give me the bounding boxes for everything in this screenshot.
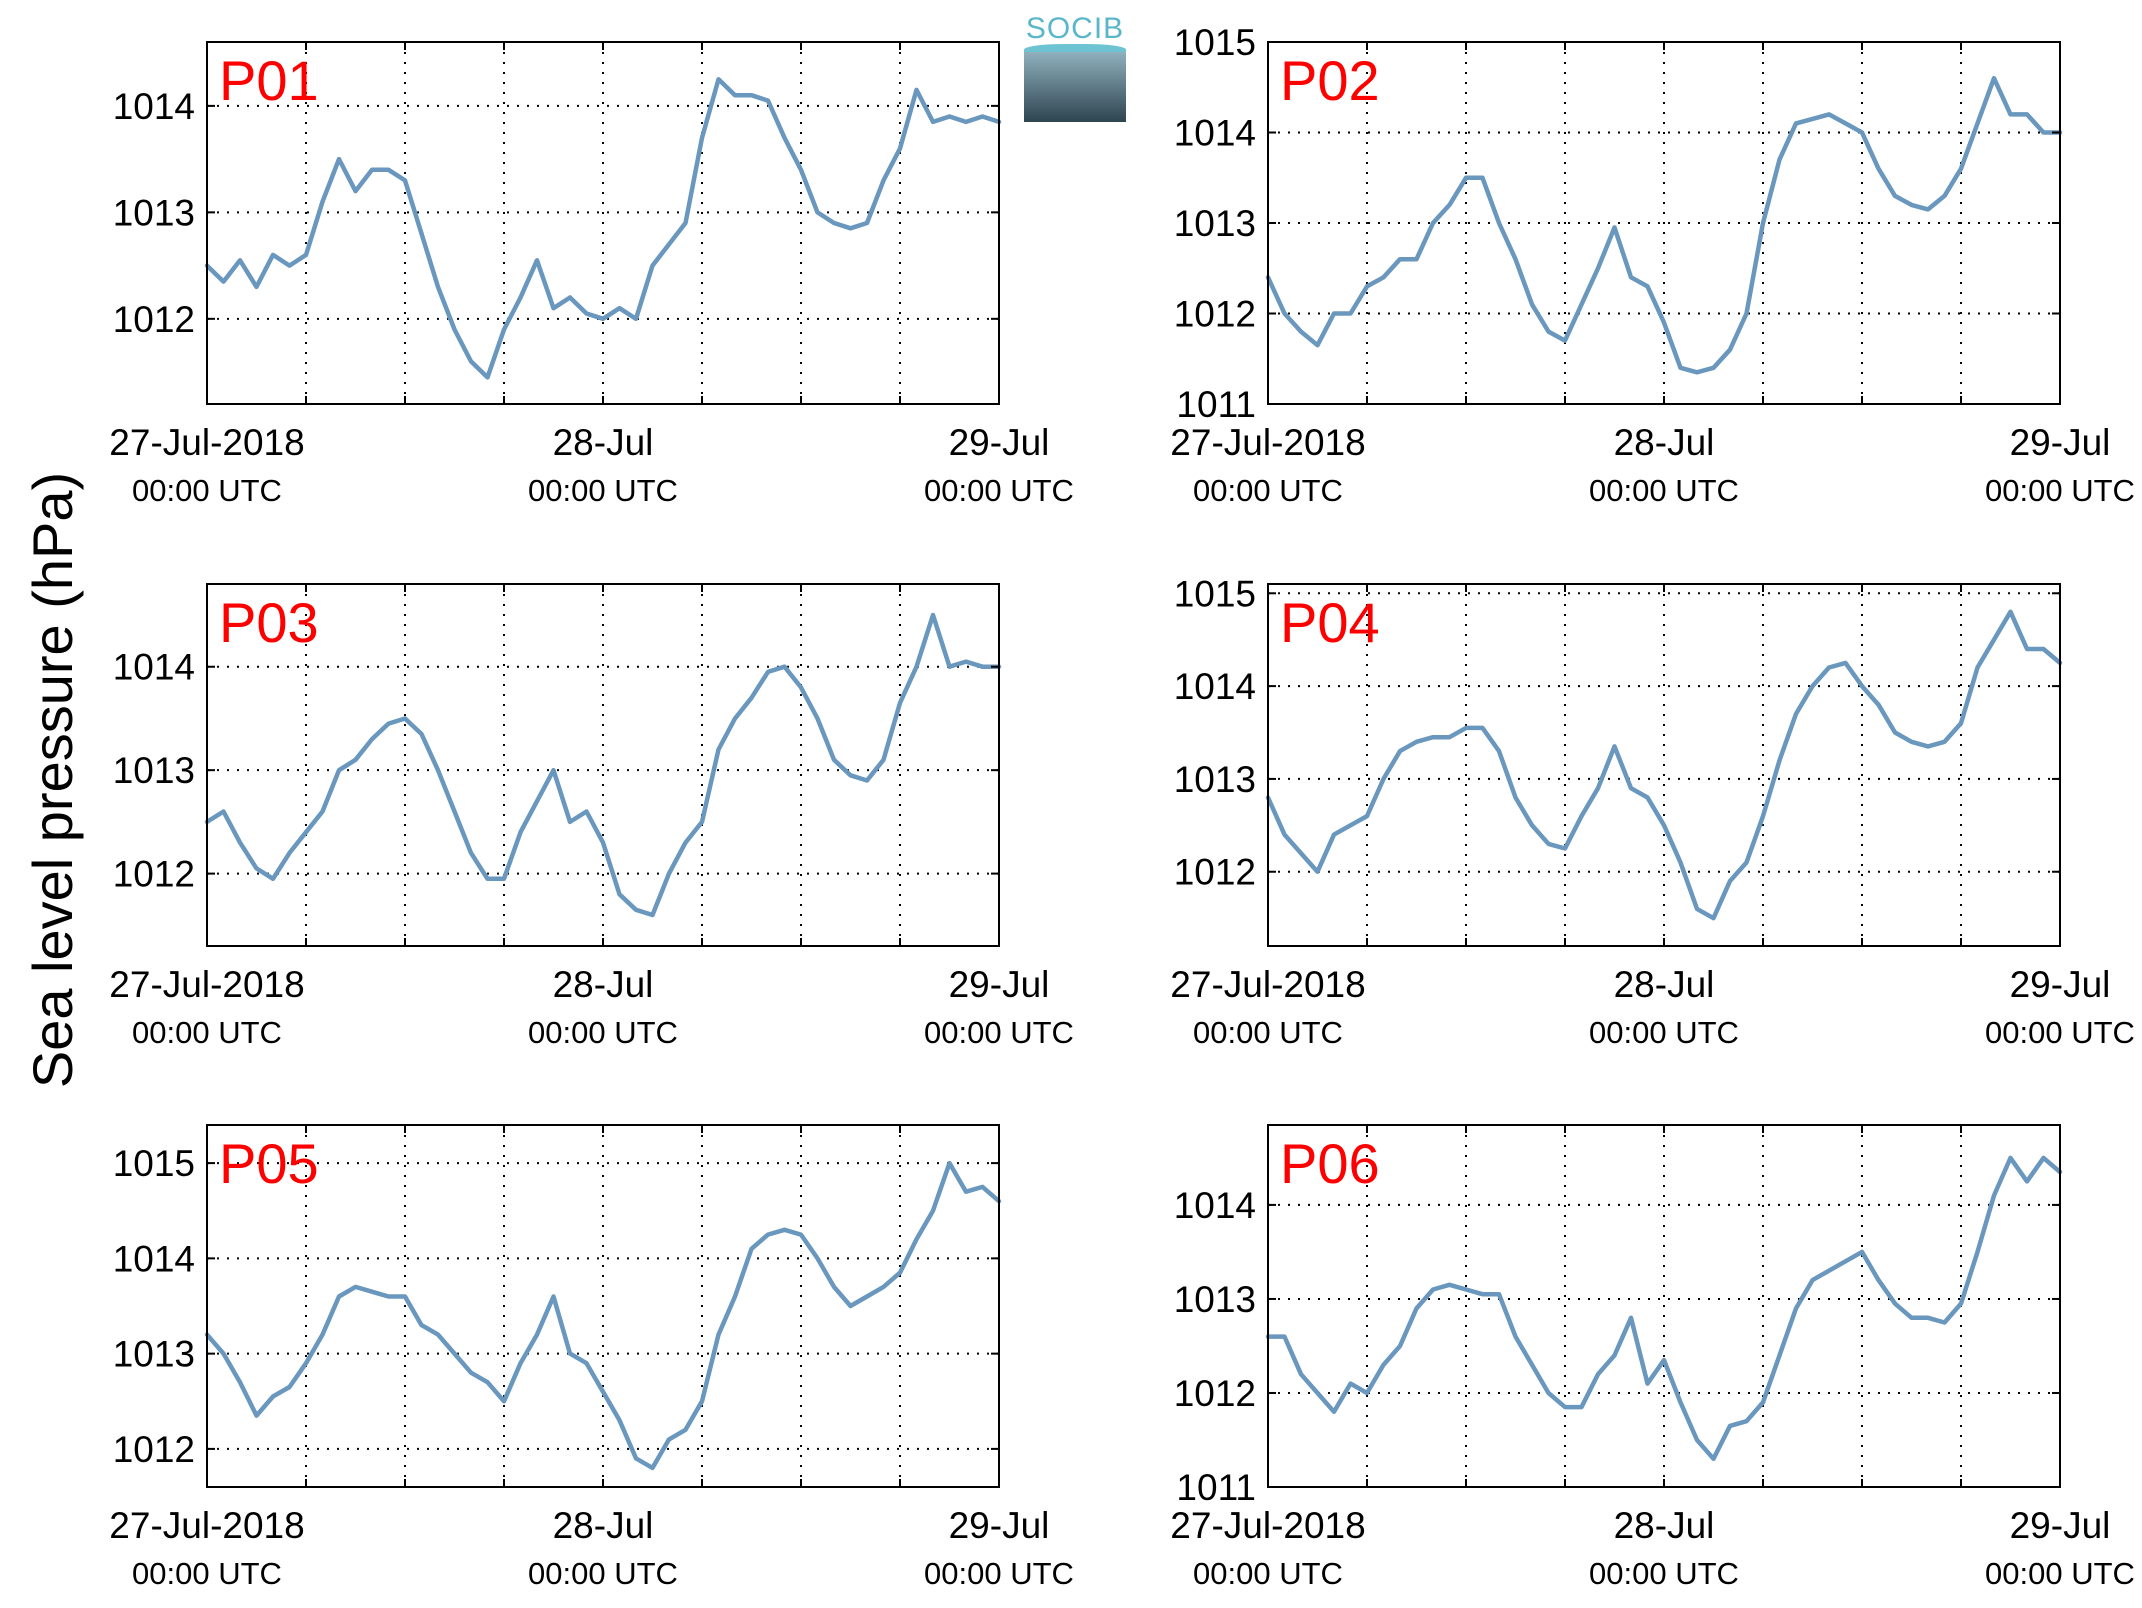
y-tick-label: 1014	[113, 1238, 195, 1279]
x-tick-label-date: 27-Jul-2018	[1170, 1505, 1365, 1546]
panel-p05: 1012 1013 1014 1015 27-Jul-2018 00:00 UTC 28-J…	[109, 1124, 1074, 1591]
x-tick-label-date: 28-Jul	[1614, 964, 1715, 1005]
panel-label-p06: P06	[1280, 1132, 1380, 1195]
pressure-line-p06	[1265, 1155, 2063, 1462]
y-tick-label: 1012	[113, 299, 195, 340]
panel-label-p05: P05	[219, 1132, 319, 1195]
x-tick-label-time: 00:00 UTC	[528, 1556, 678, 1591]
y-tick-label: 1011	[1176, 1467, 1256, 1508]
x-tick-label-time: 00:00 UTC	[528, 1015, 678, 1050]
x-tick-label-date: 27-Jul-2018	[109, 1505, 304, 1546]
panel-label-p01: P01	[219, 49, 319, 112]
x-tick-label-date: 27-Jul-2018	[109, 964, 304, 1005]
y-tick-label: 1012	[1174, 1373, 1256, 1414]
x-tick-label-time: 00:00 UTC	[132, 1015, 282, 1050]
panel-p03: 1012 1013 1014 27-Jul-2018 00:00 UTC 28-Jul 00…	[109, 583, 1074, 1050]
x-tick-label-time: 00:00 UTC	[1985, 1015, 2135, 1050]
x-tick-label-date: 28-Jul	[553, 422, 654, 463]
x-tick-label-time: 00:00 UTC	[1589, 473, 1739, 508]
x-tick-label-date: 27-Jul-2018	[109, 422, 304, 463]
panel-p04: 1012 1013 1014 1015 27-Jul-2018 00:00 UTC 28-J…	[1170, 573, 2135, 1050]
panel-label-p04: P04	[1280, 591, 1380, 654]
y-tick-label: 1012	[1174, 852, 1256, 893]
x-tick-label-date: 29-Jul	[949, 422, 1050, 463]
x-tick-label-date: 28-Jul	[1614, 422, 1715, 463]
panel-label-p03: P03	[219, 591, 319, 654]
x-tick-label-date: 27-Jul-2018	[1170, 964, 1365, 1005]
x-tick-label-time: 00:00 UTC	[924, 1015, 1074, 1050]
x-tick-label-time: 00:00 UTC	[1985, 473, 2135, 508]
y-tick-label: 1012	[1174, 294, 1256, 335]
x-tick-label-date: 29-Jul	[949, 964, 1050, 1005]
logo-block	[1024, 52, 1126, 122]
socib-logo: SOCIB	[1024, 12, 1126, 122]
y-tick-label: 1013	[113, 1334, 195, 1375]
y-tick-label: 1014	[1174, 113, 1256, 154]
x-tick-label-time: 00:00 UTC	[1985, 1556, 2135, 1591]
pressure-line-p01	[204, 77, 1002, 380]
y-tick-label: 1013	[1174, 1279, 1256, 1320]
y-tick-label: 1014	[113, 647, 195, 688]
logo-text: SOCIB	[1025, 12, 1125, 45]
y-axis-label: Sea level pressure (hPa)	[21, 472, 84, 1088]
panel-p06: 1011 1012 1013 1014 27-Jul-2018 00:00 UTC 28-J…	[1170, 1124, 2135, 1591]
x-tick-label-date: 28-Jul	[1614, 1505, 1715, 1546]
y-tick-label: 1013	[1174, 759, 1256, 800]
x-tick-label-date: 29-Jul	[2010, 1505, 2111, 1546]
y-tick-label: 1011	[1176, 384, 1256, 425]
x-tick-label-time: 00:00 UTC	[1193, 1015, 1343, 1050]
x-tick-label-time: 00:00 UTC	[1193, 473, 1343, 508]
pressure-line-p05	[204, 1160, 1002, 1471]
y-tick-label: 1014	[1174, 1185, 1256, 1226]
y-tick-label: 1013	[113, 192, 195, 233]
panel-p02: 1011 1012 1013 1014 1015 27-Jul-2018 00:00 UTC…	[1170, 22, 2135, 508]
x-tick-label-time: 00:00 UTC	[132, 473, 282, 508]
y-tick-label: 1013	[1174, 203, 1256, 244]
pressure-line-p04	[1265, 609, 2063, 921]
x-tick-label-date: 28-Jul	[553, 1505, 654, 1546]
y-tick-label: 1012	[113, 1429, 195, 1470]
pressure-line-p03	[204, 612, 1002, 918]
x-tick-label-date: 27-Jul-2018	[1170, 422, 1365, 463]
x-tick-label-date: 29-Jul	[2010, 422, 2111, 463]
x-tick-label-date: 28-Jul	[553, 964, 654, 1005]
y-tick-label: 1014	[1174, 666, 1256, 707]
y-tick-label: 1015	[1174, 22, 1256, 63]
x-tick-label-time: 00:00 UTC	[924, 473, 1074, 508]
panel-label-p02: P02	[1280, 49, 1380, 112]
y-tick-label: 1015	[1174, 573, 1256, 614]
panel-p01: 1012 1013 1014 27-Jul-2018 00:00 UTC 28-Jul 00…	[109, 41, 1074, 508]
pressure-line-p02	[1265, 75, 2063, 375]
y-tick-label: 1015	[113, 1143, 195, 1184]
x-tick-label-date: 29-Jul	[949, 1505, 1050, 1546]
x-tick-label-time: 00:00 UTC	[1589, 1015, 1739, 1050]
y-tick-label: 1013	[113, 750, 195, 791]
x-tick-label-time: 00:00 UTC	[924, 1556, 1074, 1591]
x-tick-label-time: 00:00 UTC	[1193, 1556, 1343, 1591]
y-tick-label: 1014	[113, 86, 195, 127]
x-tick-label-date: 29-Jul	[2010, 964, 2111, 1005]
y-tick-label: 1012	[113, 854, 195, 895]
x-tick-label-time: 00:00 UTC	[132, 1556, 282, 1591]
x-tick-label-time: 00:00 UTC	[1589, 1556, 1739, 1591]
x-tick-label-time: 00:00 UTC	[528, 473, 678, 508]
